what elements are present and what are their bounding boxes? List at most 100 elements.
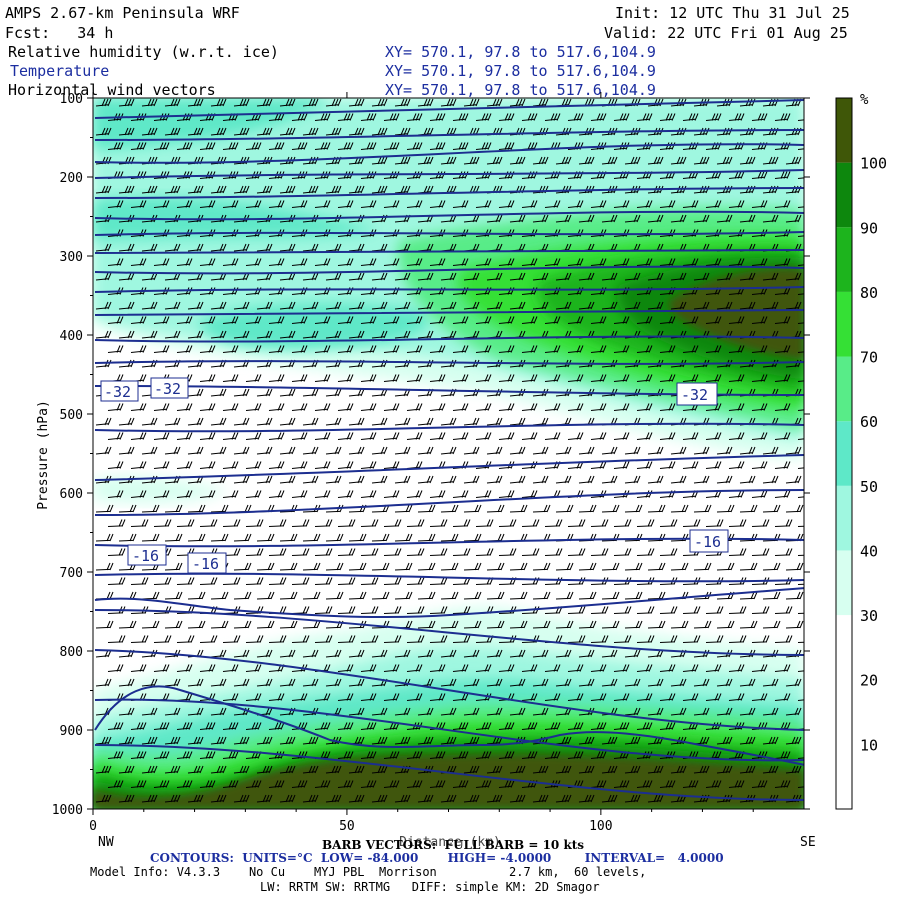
wind-barb [567,466,581,469]
wind-barb-flag [153,475,158,484]
wind-barb [187,626,203,629]
wind-barb-flag [648,432,653,440]
wind-barb [567,292,581,295]
isotherm-line [94,609,804,656]
wind-barb-flag [412,751,417,759]
wind-barb-flag [740,171,745,179]
wind-barb-flag [349,490,354,498]
wind-barb-flag [119,142,124,150]
wind-barbs [95,98,804,803]
wind-barb-flag [475,678,480,687]
wind-barb [590,408,604,411]
wind-barb [797,612,804,614]
wind-barb-flag [152,591,157,600]
wind-barb [486,597,502,600]
wind-barb [716,626,732,629]
wind-barb [383,205,397,208]
wind-barb [751,612,767,614]
wind-barb-flag [136,142,141,150]
wind-barb-flag [426,678,431,687]
wind-barb-flag [139,200,144,208]
wind-barb [739,452,753,455]
wind-barb-flag [257,345,262,353]
wind-barb [762,626,778,629]
wind-barb-flag [682,765,687,774]
wind-barb [797,496,804,498]
wind-barb-flag [763,403,768,411]
wind-barb [601,684,615,687]
isotherm-line [94,249,804,254]
wind-barb-flag [132,504,137,513]
wind-barb-flag [446,185,451,194]
wind-barb [360,321,374,324]
wind-barb-flag [530,142,535,150]
wind-barb-flag [316,620,321,629]
wind-barb [302,539,318,542]
wind-barb [394,336,408,339]
wind-barb [463,278,477,281]
wind-barb-flag [469,98,474,107]
wind-barb-flag [555,548,560,556]
wind-barb-flag [397,606,402,614]
wind-barb-flag [495,301,500,310]
wind-barb-flag [477,533,482,542]
wind-barb-flag [615,562,620,571]
wind-barb-flag [188,316,193,324]
wind-barb [647,307,661,310]
wind-barb-flag [369,432,374,440]
wind-barb-flag [576,664,581,672]
wind-barb-flag [581,548,586,556]
wind-barb-flag [671,345,676,353]
wind-barb-flag [615,504,620,513]
wind-barb-flag [121,577,126,585]
wind-barb-flag [155,620,160,629]
wind-barb-flag [625,403,630,411]
wind-barb-flag [369,461,374,469]
wind-barb-flag [751,707,756,716]
wind-barb-flag [794,214,799,223]
wind-barb-flag [233,519,238,527]
wind-barb [118,481,132,484]
wind-barb [532,684,546,687]
wind-barb [279,539,295,542]
wind-barb [337,205,351,208]
wind-barb-flag [602,751,607,759]
wind-barb-flag [507,722,512,730]
wind-barb [532,452,546,455]
wind-barb-flag [751,301,756,310]
wind-barb-flag [638,620,643,629]
wind-barb-flag [216,765,221,774]
wind-barb-flag [211,751,216,759]
wind-barb [279,336,293,339]
wind-barb-flag [624,548,629,556]
model-title: AMPS 2.67-km Peninsula WRF [5,4,240,22]
wind-barb-flag [199,446,204,455]
wind-barb-flag [211,722,216,730]
wind-barb-flag [336,533,341,542]
wind-barb [555,481,569,484]
wind-barb-flag [311,417,316,426]
wind-barb-flag [740,693,745,701]
wind-barb-flag [734,780,739,788]
wind-barb-flag [323,693,328,701]
wind-barb [636,612,652,614]
wind-barb [245,263,259,266]
wind-barb-flag [139,142,144,150]
wind-barb-flag [405,504,410,513]
wind-barb-flag [415,316,420,324]
wind-barb [130,495,144,498]
wind-barb-flag [788,548,793,556]
wind-barb-flag [262,736,267,745]
wind-barb [394,365,408,368]
wind-barb-flag [219,446,224,455]
wind-barb-flag [383,185,388,194]
wind-barb-flag [484,200,489,208]
wind-barb-flag [668,142,673,150]
wind-barb-flag [520,504,525,513]
wind-barb [601,307,615,310]
wind-barb-flag [311,446,316,455]
wind-barb-flag [173,736,178,745]
wind-barb-flag [543,620,548,629]
wind-barb-flag [116,345,121,353]
wind-barb-flag [441,693,446,701]
